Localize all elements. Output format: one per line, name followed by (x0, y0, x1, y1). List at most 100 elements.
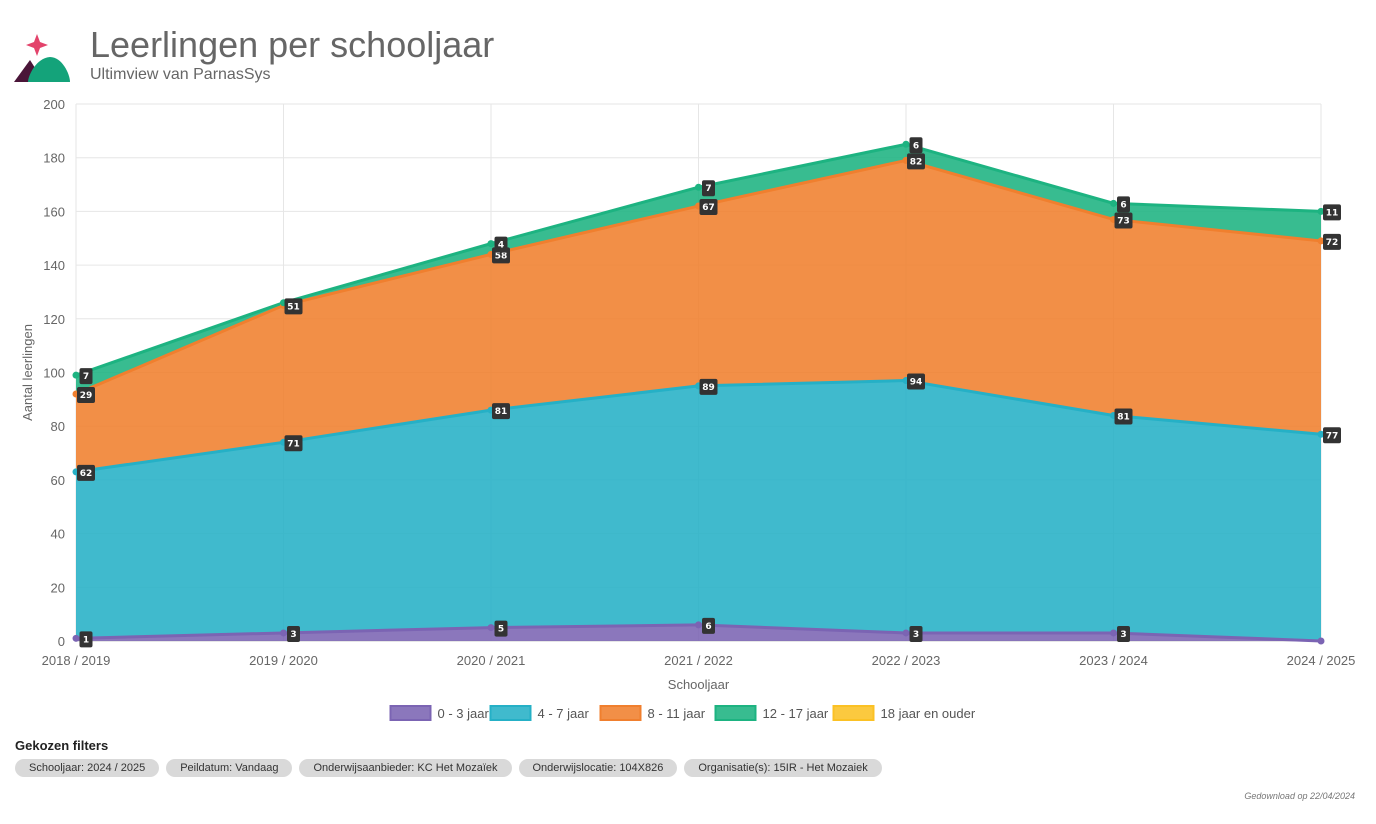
area-series-0 (76, 624, 1321, 641)
data-label-box (909, 137, 923, 154)
data-label: 81 (492, 403, 510, 420)
data-point[interactable] (280, 629, 287, 637)
data-label-text: 67 (702, 203, 715, 213)
data-label-box (1323, 204, 1341, 221)
data-label: 77 (1323, 427, 1341, 444)
data-label-box (909, 625, 923, 642)
x-tick-label: 2018 / 2019 (42, 653, 111, 668)
area-series-3 (76, 144, 1321, 394)
data-label-text: 72 (1326, 238, 1339, 248)
filter-chip-onderwijslocatie[interactable]: Onderwijslocatie: 104X826 (518, 759, 678, 777)
stacked-area-chart: 1 3 5 6 3 3 62 71 81 89 94 81 77 29 51 58 67 82 73 72 7 4 7 6 6 1… (20, 97, 1356, 721)
data-label: 71 (284, 435, 303, 452)
y-tick-label: 20 (51, 580, 65, 595)
data-label: 5 (494, 620, 508, 637)
y-tick-label: 40 (51, 527, 65, 542)
y-tick-label: 200 (43, 97, 65, 112)
data-point[interactable] (72, 634, 80, 642)
x-tick-label: 2024 / 2025 (1287, 653, 1356, 668)
data-point[interactable] (695, 183, 702, 191)
filter-chip-onderwijsaanbieder[interactable]: Onderwijsaanbieder: KC Het Mozaïek (299, 759, 512, 777)
data-point[interactable] (902, 140, 910, 148)
x-tick-label: 2021 / 2022 (664, 653, 733, 668)
data-label: 73 (1114, 212, 1133, 229)
y-tick-label: 0 (58, 634, 65, 649)
filters-panel: Gekozen filters Schooljaar: 2024 / 2025 … (15, 738, 882, 777)
data-point[interactable] (487, 240, 495, 248)
legend-item[interactable]: 8 - 11 jaar (599, 705, 706, 721)
data-label: 3 (909, 625, 923, 642)
data-label-text: 81 (495, 407, 508, 417)
data-label-box (907, 153, 925, 170)
y-axis-title: Aantal leerlingen (20, 324, 35, 421)
data-point[interactable] (487, 624, 495, 632)
legend-item[interactable]: 12 - 17 jaar (714, 705, 829, 721)
data-label-box (699, 199, 718, 216)
data-point[interactable] (1110, 629, 1117, 637)
data-label: 3 (1117, 625, 1130, 642)
data-label: 81 (1114, 408, 1133, 425)
data-label-text: 6 (913, 141, 919, 151)
data-label-text: 82 (910, 157, 923, 167)
data-label-box (1117, 196, 1130, 213)
chart-data-labels: 1 3 5 6 3 3 62 71 81 89 94 81 77 29 51 58 67 82 73 72 7 4 7 6 6 1… (77, 137, 1341, 648)
data-label-box (1117, 625, 1130, 642)
y-axis: 0 20 40 60 80 100 120 140 160 180 200 (43, 97, 65, 649)
data-label-box (284, 298, 303, 315)
data-label-text: 62 (80, 469, 93, 479)
data-point[interactable] (1317, 637, 1325, 645)
data-label-box (1114, 408, 1133, 425)
filter-chip-peildatum[interactable]: Peildatum: Vandaag (166, 759, 293, 777)
data-label-text: 6 (705, 622, 711, 632)
data-label-box (287, 625, 300, 642)
data-label: 3 (287, 625, 300, 642)
legend-item[interactable]: 18 jaar en ouder (832, 705, 976, 721)
filter-chip-schooljaar[interactable]: Schooljaar: 2024 / 2025 (15, 759, 160, 777)
data-point[interactable] (695, 621, 702, 629)
data-label-box (1114, 212, 1133, 229)
y-tick-label: 60 (51, 473, 65, 488)
data-point[interactable] (1317, 430, 1325, 438)
data-label-text: 51 (287, 302, 300, 312)
data-point[interactable] (1317, 237, 1325, 245)
legend-swatch (389, 705, 432, 721)
data-label: 7 (702, 180, 715, 197)
filters-title: Gekozen filters (15, 738, 109, 753)
data-label-text: 7 (83, 372, 89, 382)
data-label: 1 (79, 631, 93, 648)
area-series-2 (76, 160, 1321, 472)
data-label: 4 (494, 236, 508, 253)
data-label: 94 (907, 373, 925, 390)
data-label: 51 (284, 298, 303, 315)
y-tick-label: 120 (43, 312, 65, 327)
data-point[interactable] (1317, 207, 1325, 215)
data-label-box (1323, 427, 1341, 444)
data-point[interactable] (1110, 199, 1117, 207)
legend-swatch (714, 705, 757, 721)
filter-chip-organisatie[interactable]: Organisatie(s): 15IR - Het Mozaiek (684, 759, 882, 777)
data-label-text: 89 (702, 383, 715, 393)
data-label-box (77, 464, 95, 481)
parnassys-logo-icon (14, 34, 70, 82)
data-label: 11 (1323, 204, 1341, 221)
data-label: 89 (699, 378, 718, 395)
data-label-text: 94 (910, 378, 923, 388)
legend-item[interactable]: 0 - 3 jaar (389, 705, 490, 721)
legend-label: 0 - 3 jaar (438, 706, 490, 721)
data-point[interactable] (902, 629, 910, 637)
data-label-text: 7 (705, 184, 711, 194)
x-axis-title: Schooljaar (668, 677, 730, 692)
data-label-text: 6 (1120, 200, 1126, 210)
data-label-text: 3 (913, 630, 919, 640)
data-label-box (284, 435, 303, 452)
data-label-box (494, 620, 508, 637)
data-label-box (79, 368, 93, 385)
data-label: 29 (77, 386, 95, 403)
data-point[interactable] (72, 371, 80, 379)
legend-swatch (599, 705, 642, 721)
legend-item[interactable]: 4 - 7 jaar (489, 705, 590, 721)
filter-chips: Schooljaar: 2024 / 2025 Peildatum: Vanda… (15, 759, 882, 777)
data-label-text: 58 (495, 251, 508, 261)
y-tick-label: 180 (43, 151, 65, 166)
page-title: Leerlingen per schooljaar (90, 24, 495, 65)
